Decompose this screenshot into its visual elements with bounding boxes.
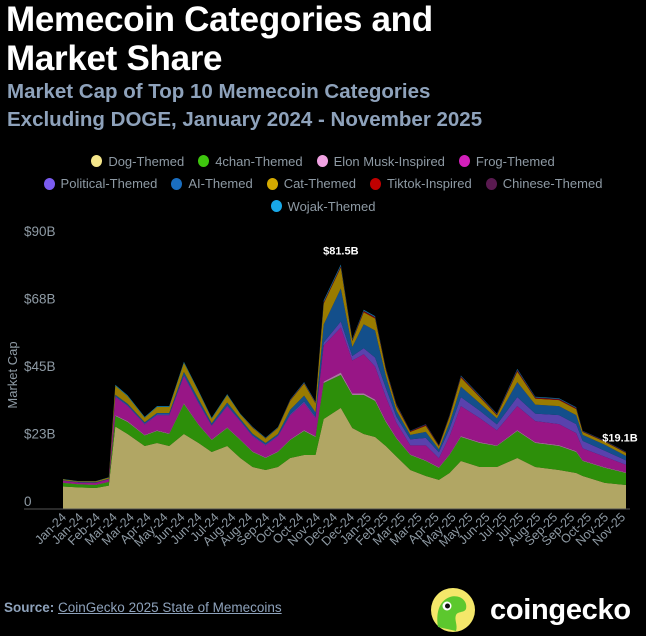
area-ai-themed [63, 288, 626, 483]
gecko-icon [431, 588, 475, 632]
legend-row: Political-Themed AI-Themed Cat-Themed Tikto… [0, 173, 646, 196]
y-tick-label: $90B [24, 224, 56, 239]
legend-label: Elon Musk-Inspired [333, 153, 445, 169]
legend-dot-icon [43, 177, 55, 190]
legend-label: Frog-Themed [475, 153, 555, 169]
chart-subtitle: Market Cap of Top 10 Memecoin Categories… [7, 78, 482, 134]
legend-item[interactable]: Cat-Themed [266, 176, 356, 192]
source-label: Source: [4, 600, 55, 615]
data-label: $19.1B [602, 433, 638, 445]
legend-dot-icon [458, 155, 470, 168]
area-4chan-themed [63, 374, 626, 488]
legend-dot-icon [171, 177, 183, 190]
area-dog-themed [63, 407, 626, 509]
area-frog-themed [63, 327, 626, 485]
legend-item[interactable]: AI-Themed [171, 176, 253, 192]
legend-label: Wojak-Themed [287, 198, 376, 214]
legend-label: AI-Themed [188, 176, 253, 192]
legend-label: Chinese-Themed [502, 176, 603, 192]
legend: Dog-Themed 4chan-Themed Elon Musk-Inspired… [0, 150, 646, 218]
legend-item[interactable]: Wojak-Themed [270, 198, 376, 214]
subtitle-line-1: Market Cap of Top 10 Memecoin Categories [7, 80, 431, 103]
legend-item[interactable]: Chinese-Themed [485, 176, 603, 192]
legend-label: Cat-Themed [283, 176, 356, 192]
legend-item[interactable]: Dog-Themed [91, 154, 184, 169]
legend-item[interactable]: Frog-Themed [458, 153, 555, 169]
y-tick-label: $45B [24, 359, 56, 374]
source-note: Source: CoinGecko 2025 State of Memecoin… [4, 600, 282, 615]
data-label: $81.5B [323, 246, 359, 258]
legend-dot-icon [91, 155, 103, 168]
legend-dot-icon [270, 200, 282, 213]
legend-row: Dog-Themed 4chan-Themed Elon Musk-Inspired… [0, 150, 646, 173]
legend-dot-icon [198, 155, 210, 168]
legend-label: Dog-Themed [108, 153, 185, 169]
legend-dot-icon [369, 177, 381, 190]
chart-title: Memecoin Categories and Market Share [6, 0, 433, 78]
y-tick-label: 0 [24, 494, 32, 509]
y-tick-label: $23B [24, 427, 56, 442]
legend-dot-icon [316, 155, 328, 168]
legend-item[interactable]: Elon Musk-Inspired [316, 153, 445, 169]
legend-row: Wojak-Themed [0, 195, 646, 218]
title-line-1: Memecoin Categories and [6, 0, 433, 39]
title-line-2: Market Share [6, 39, 223, 78]
legend-item[interactable]: Political-Themed [43, 176, 158, 192]
logo-text: coingecko [490, 593, 631, 626]
legend-dot-icon [266, 177, 278, 190]
legend-dot-icon [485, 177, 497, 190]
legend-label: Political-Themed [60, 176, 158, 192]
legend-label: Tiktok-Inspired [386, 176, 472, 192]
legend-item[interactable]: 4chan-Themed [198, 153, 303, 169]
source-link[interactable]: CoinGecko 2025 State of Memecoins [58, 600, 282, 615]
legend-item[interactable]: Tiktok-Inspired [369, 176, 472, 192]
y-axis-label: Market Cap [5, 341, 20, 408]
coingecko-logo: coingecko [430, 587, 631, 633]
subtitle-line-2: Excluding DOGE, January 2024 - November … [7, 108, 483, 131]
legend-label: 4chan-Themed [215, 153, 303, 169]
y-tick-label: $68B [24, 292, 56, 307]
